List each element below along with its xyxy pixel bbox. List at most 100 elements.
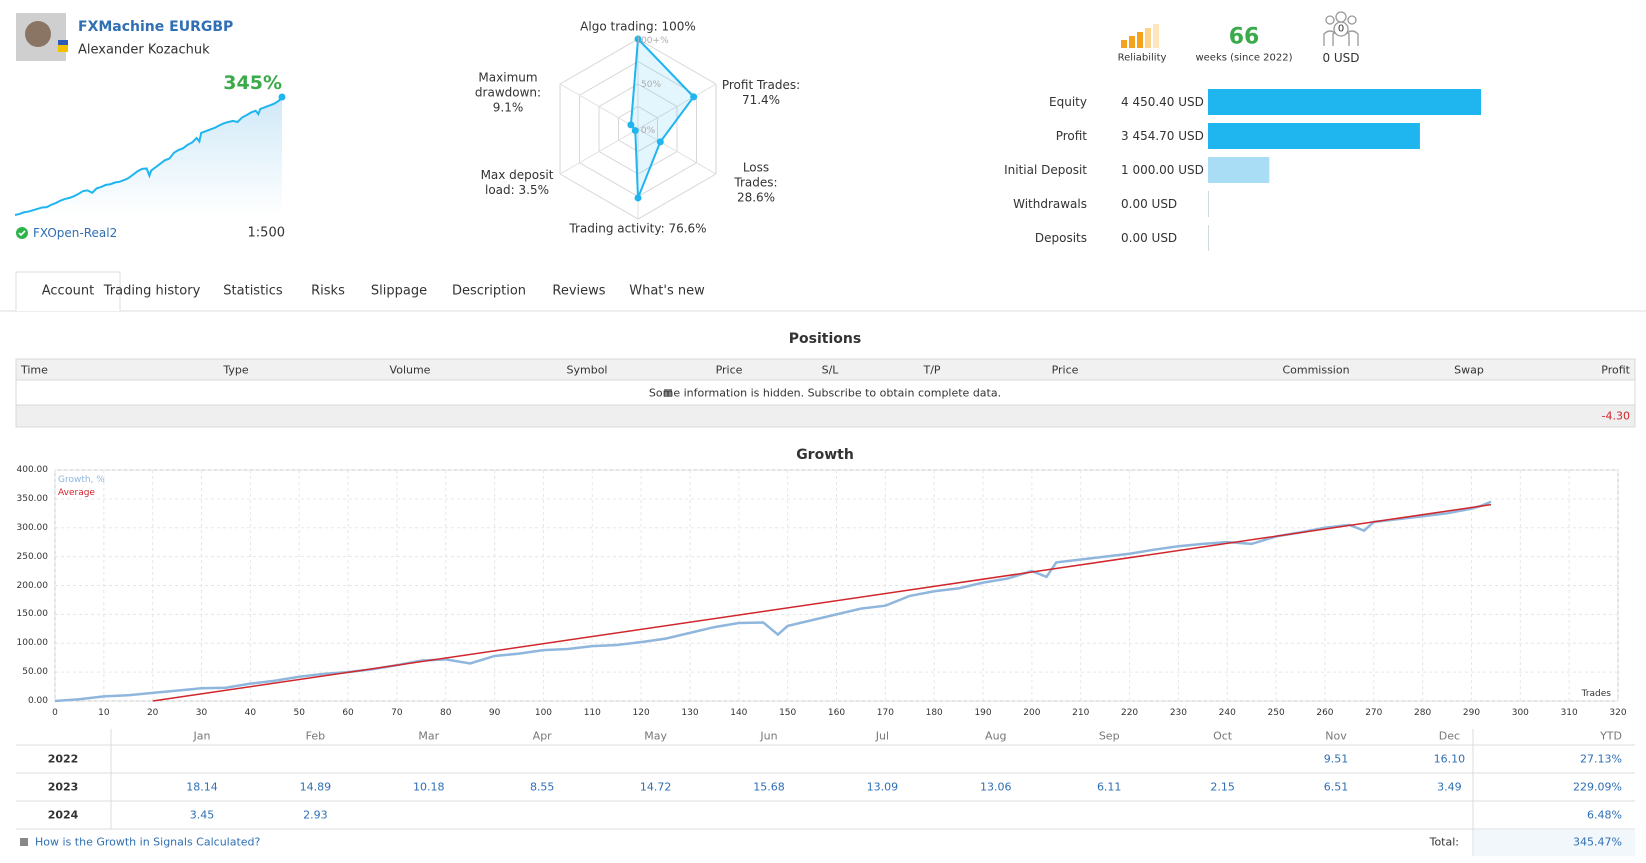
- month-value: 10.18: [413, 780, 445, 794]
- y-tick-label: 150.00: [16, 609, 49, 620]
- flag: [58, 40, 68, 45]
- tab[interactable]: Trading history: [103, 283, 201, 299]
- avatar-face: [25, 21, 51, 47]
- ytd-value: 6.48%: [1587, 808, 1622, 822]
- column-header: Swap: [1454, 363, 1484, 377]
- radar-point: [690, 93, 698, 101]
- balance-value: 0.00 USD: [1121, 197, 1178, 211]
- author[interactable]: Alexander Kozachuk: [78, 42, 210, 58]
- tab[interactable]: Description: [451, 283, 527, 299]
- y-tick-label: 200.00: [16, 580, 49, 591]
- month-value: 14.72: [639, 780, 672, 794]
- x-tick-label: 270: [1365, 708, 1383, 718]
- x-tick-label: 230: [1169, 708, 1187, 718]
- x-tick-label: 10: [98, 708, 110, 718]
- leverage: 1:500: [247, 225, 285, 241]
- radar-axis: [559, 128, 639, 175]
- x-tick-label: 60: [342, 708, 354, 718]
- tab[interactable]: Slippage: [370, 283, 428, 299]
- radar-label: Algo trading: 100%: [580, 19, 696, 34]
- positions-header: [15, 358, 1636, 381]
- month-header: Mar: [418, 729, 440, 743]
- legend-entry: Average: [58, 488, 95, 498]
- year: 2023: [47, 780, 79, 794]
- x-tick-label: 50: [293, 708, 305, 718]
- tab[interactable]: Risks: [311, 283, 345, 299]
- year: 2024: [47, 808, 79, 822]
- x-tick-label: 40: [244, 708, 257, 718]
- column-header: Type: [223, 363, 249, 377]
- y-tick-label: 50.00: [22, 667, 48, 678]
- radar-label: Max deposit load: 3.5%: [480, 168, 554, 197]
- balance-label: Profit: [1055, 129, 1087, 143]
- month-header: Oct: [1213, 729, 1233, 743]
- month-value: 2.15: [1210, 780, 1235, 794]
- subscribers-icon: [1323, 11, 1359, 46]
- tab[interactable]: Account: [41, 283, 95, 299]
- total-label: Total:: [1429, 835, 1459, 849]
- month-value: 13.09: [866, 780, 899, 794]
- x-tick-label: 300: [1511, 708, 1529, 718]
- balance-label: Equity: [1049, 95, 1087, 109]
- month-header: Aug: [985, 729, 1007, 743]
- info-icon: [664, 389, 672, 397]
- tab[interactable]: Reviews: [552, 283, 606, 299]
- month-header: Dec: [1438, 729, 1461, 743]
- x-tick-label: 140: [730, 708, 748, 718]
- column-header: Time: [21, 363, 48, 377]
- x-tick-label: 210: [1072, 708, 1090, 718]
- balance-bar: [1208, 89, 1481, 115]
- month-header: Jul: [875, 729, 890, 743]
- x-tick-label: 250: [1267, 708, 1285, 718]
- x-tick-label: 100: [534, 708, 553, 718]
- legend-entry: Growth, %: [58, 475, 105, 485]
- y-tick-label: 400.00: [16, 465, 49, 475]
- month-header: Sep: [1098, 729, 1120, 743]
- column-header: Volume: [389, 363, 431, 377]
- month-header: May: [644, 729, 667, 743]
- column-header: Profit: [1601, 363, 1630, 377]
- column-header: Commission: [1282, 363, 1350, 377]
- radar-point: [634, 35, 642, 43]
- x-tick-label: 320: [1609, 708, 1627, 718]
- broker[interactable]: FXOpen-Real2: [33, 226, 118, 240]
- month-header: Apr: [532, 729, 552, 743]
- column-header: Symbol: [566, 363, 608, 377]
- verified-check: [18, 230, 26, 237]
- monthly-table-lines: [16, 729, 1635, 856]
- month-header: Feb: [305, 729, 326, 743]
- y-tick-label: 0.00: [27, 696, 48, 706]
- year: 2022: [47, 752, 79, 766]
- balance-bar: [1208, 191, 1209, 217]
- tab[interactable]: Statistics: [223, 283, 283, 299]
- x-tick-label: 80: [440, 708, 452, 718]
- radar-scale-label: 50%: [640, 80, 662, 90]
- balance-value: 4 450.40 USD: [1121, 95, 1204, 109]
- radar-label: Maximum drawdown: 9.1%: [474, 70, 542, 115]
- balance-label: Deposits: [1034, 231, 1087, 245]
- growth-info-link[interactable]: How is the Growth in Signals Calculated?: [35, 835, 261, 849]
- growth-percent: 345%: [223, 72, 282, 94]
- x-tick-label: 290: [1462, 708, 1481, 718]
- column-header: Price: [1051, 363, 1079, 377]
- x-tick-label: 240: [1218, 708, 1236, 718]
- subscribers-funds: 0 USD: [1322, 51, 1360, 65]
- ytd-value: 27.13%: [1580, 752, 1622, 766]
- signal-title[interactable]: FXMachine EURGBP: [78, 19, 234, 35]
- radar-label: Loss Trades: 28.6%: [734, 160, 778, 205]
- x-tick-label: 110: [583, 708, 601, 718]
- balance-value: 0.00 USD: [1121, 231, 1178, 245]
- positions-notice: Some information is hidden. Subscribe to…: [648, 386, 1002, 400]
- sparkline-end: [278, 93, 286, 101]
- weeks: 66: [1228, 24, 1260, 50]
- month-value: 9.51: [1323, 752, 1349, 766]
- month-value: 13.06: [980, 780, 1012, 794]
- series-line: [152, 503, 1492, 702]
- x-tick-label: 310: [1560, 708, 1578, 718]
- positions-total: -4.30: [1601, 409, 1630, 423]
- x-tick-label: 260: [1316, 708, 1334, 718]
- tab[interactable]: What's new: [629, 283, 705, 299]
- radar-area: [629, 36, 695, 199]
- x-tick-label: 0: [52, 708, 58, 718]
- month-header: Jun: [760, 729, 778, 743]
